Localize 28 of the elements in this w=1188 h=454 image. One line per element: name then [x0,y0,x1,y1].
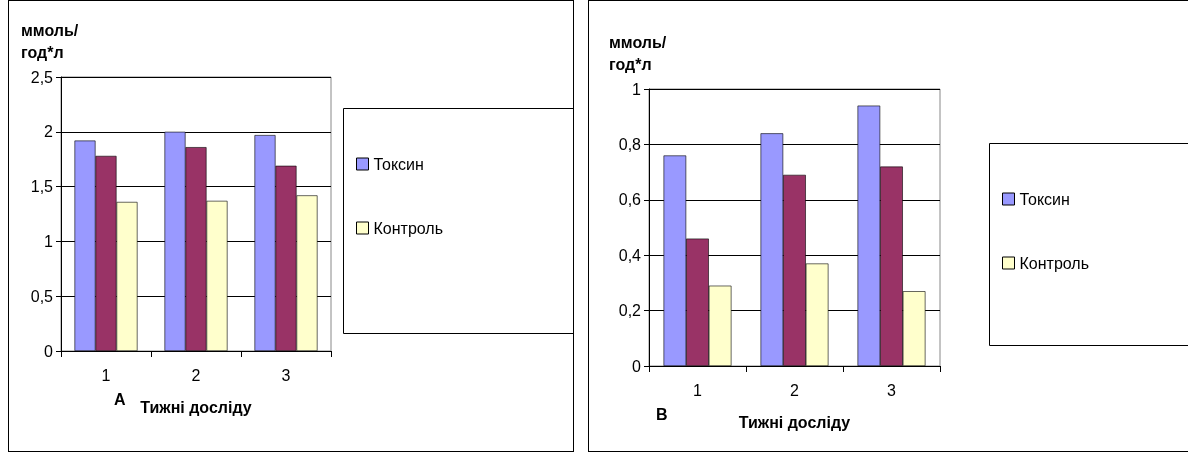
y-tick-label: 0,5 [30,287,54,305]
text: В [656,405,668,423]
x-tick-label: 1 [101,366,111,384]
x-axis-title: Тижні досліду [140,398,252,416]
y-tick-label: 0,8 [618,135,642,153]
y-tick-label: 0,6 [618,191,642,209]
y-tick-label: 0,2 [618,302,642,320]
y-tick-label: 0 [632,357,642,375]
x-tick-label: 1 [693,381,703,399]
x-tick-label: 3 [887,381,897,399]
legend-label: Токсин [1019,190,1070,208]
y-tick-label: 2,5 [30,68,54,86]
y-tick-label: 1,5 [30,178,54,196]
legend-label: Токсин [373,155,424,173]
x-tick-label: 2 [191,366,201,384]
x-tick-label: 2 [790,381,800,399]
legend-label: Контроль [1019,254,1089,272]
y-tick-label: 1 [44,232,54,250]
y-axis-title: ммоль/ год*л [609,33,667,73]
legend-label: Контроль [373,219,443,237]
y-tick-label: 0 [44,342,54,360]
y-axis-title: ммоль/ год*л [21,21,79,61]
y-tick-label: 2 [44,123,54,141]
y-tick-label: 1 [632,80,642,98]
y-tick-label: 0,4 [618,246,642,264]
x-axis-title: Тижні досліду [738,413,851,431]
x-tick-label: 3 [281,366,291,384]
text: А [114,390,126,408]
